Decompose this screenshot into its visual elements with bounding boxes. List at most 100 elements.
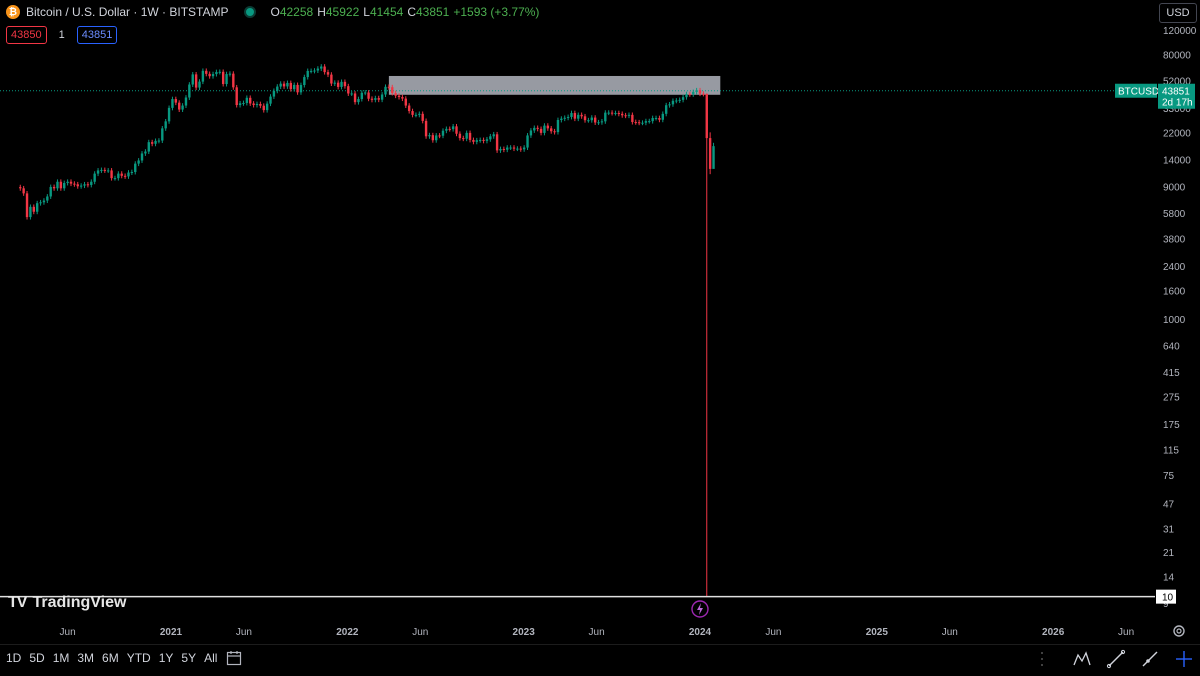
candle-body xyxy=(164,121,167,129)
gear-icon[interactable] xyxy=(1172,624,1186,638)
calendar-icon[interactable] xyxy=(226,650,242,666)
candle-body xyxy=(286,82,289,87)
candle-body xyxy=(380,94,384,100)
range-1d-button[interactable]: 1D xyxy=(6,651,22,665)
candle-body xyxy=(238,103,242,106)
x-tick-label: Jun xyxy=(1118,627,1134,638)
candle-body xyxy=(543,125,546,133)
candle-body xyxy=(117,173,120,179)
y-tick-label: 22000 xyxy=(1163,128,1191,139)
candle-body xyxy=(424,120,428,137)
candle-body xyxy=(445,128,448,131)
candle-body xyxy=(79,185,83,187)
y-tick-label: 120000 xyxy=(1163,26,1197,37)
candle-body xyxy=(580,114,583,117)
y-tick-label: 33000 xyxy=(1163,104,1191,115)
candle-body xyxy=(522,147,526,150)
symbol-legend: ₿ Bitcoin / U.S. Dollar · 1W · BITSTAMP … xyxy=(6,5,539,19)
drag-handle-icon[interactable] xyxy=(1038,649,1058,669)
market-open-icon xyxy=(244,6,257,18)
range-5d-button[interactable]: 5D xyxy=(29,651,45,665)
candle-body xyxy=(211,74,215,77)
candle-body xyxy=(560,118,563,120)
buy-price-button[interactable]: 43851 xyxy=(76,26,118,44)
close-label: C xyxy=(407,5,416,19)
candle-body xyxy=(671,100,675,105)
candle-body xyxy=(113,178,117,180)
candle-body xyxy=(675,100,678,102)
candle-body xyxy=(583,116,587,121)
candle-body xyxy=(364,92,367,94)
lightning-event-icon xyxy=(691,600,709,618)
candle-body xyxy=(299,85,303,93)
candle-body xyxy=(360,92,364,100)
trend-line-icon[interactable] xyxy=(1106,649,1126,669)
candle-body xyxy=(106,170,110,172)
candle-body xyxy=(539,128,543,133)
x-tick-label: 2024 xyxy=(689,627,712,638)
candle-body xyxy=(627,114,631,116)
candle-body xyxy=(692,91,695,95)
candle-body xyxy=(188,84,191,98)
candle-body xyxy=(600,121,604,123)
candle-body xyxy=(171,99,174,108)
range-6m-button[interactable]: 6M xyxy=(102,651,119,665)
candle-body xyxy=(512,147,516,149)
candle-body xyxy=(73,183,76,185)
currency-selector[interactable]: USD xyxy=(1159,3,1197,23)
candle-body xyxy=(137,160,140,164)
range-all-button[interactable]: All xyxy=(204,651,218,665)
y-tick-label: 1600 xyxy=(1163,286,1186,297)
ray-tool-icon[interactable] xyxy=(1140,649,1160,669)
candle-body xyxy=(566,116,570,118)
candle-body xyxy=(377,98,380,100)
tradingview-mark-icon: TV xyxy=(8,594,27,611)
candle-body xyxy=(411,111,414,115)
candle-body xyxy=(181,105,184,110)
x-tick-label: 2021 xyxy=(160,627,183,638)
candle-body xyxy=(83,184,86,186)
candle-body xyxy=(475,140,479,142)
candle-body xyxy=(401,97,404,99)
open-value: 42258 xyxy=(279,5,314,19)
candle-body xyxy=(367,92,370,99)
candle-body xyxy=(130,172,134,174)
candle-body xyxy=(19,187,22,189)
range-1m-button[interactable]: 1M xyxy=(52,651,70,665)
crosshair-icon[interactable] xyxy=(1174,649,1194,669)
candle-body xyxy=(174,99,178,103)
symbol-title[interactable]: Bitcoin / U.S. Dollar · 1W · BITSTAMP xyxy=(26,5,229,19)
low-value: 41454 xyxy=(369,5,404,19)
bottom-toolbar: 1D 5D 1M 3M 6M YTD 1Y 5Y All xyxy=(0,644,1200,676)
bid-ask-row: 43850 1 43851 xyxy=(6,26,118,44)
candle-body xyxy=(76,184,79,187)
y-tick-label: 415 xyxy=(1163,368,1180,379)
candle-body xyxy=(32,206,35,212)
candle-body xyxy=(147,142,150,152)
range-ytd-button[interactable]: YTD xyxy=(126,651,151,665)
candle-body xyxy=(110,170,113,179)
sell-price-button[interactable]: 43850 xyxy=(6,26,47,44)
candle-body xyxy=(269,96,272,104)
candle-body xyxy=(201,70,205,82)
wick-low-badge xyxy=(1156,589,1176,604)
range-5y-button[interactable]: 5Y xyxy=(181,651,197,665)
range-3m-button[interactable]: 3M xyxy=(77,651,95,665)
candle-body xyxy=(688,94,692,96)
candle-body xyxy=(448,128,451,130)
high-label: H xyxy=(317,5,326,19)
x-tick-label: 2026 xyxy=(1042,627,1065,638)
range-1y-button[interactable]: 1Y xyxy=(158,651,174,665)
y-tick-label: 9000 xyxy=(1163,182,1186,193)
candle-body xyxy=(249,97,252,104)
candle-body xyxy=(397,95,401,98)
last-price-value: 43851 xyxy=(1162,87,1190,98)
candle-body xyxy=(468,132,472,140)
candle-body xyxy=(550,128,553,132)
candle-body xyxy=(232,73,235,88)
bitcoin-logo-icon: ₿ xyxy=(6,5,20,19)
candle-body xyxy=(414,114,418,116)
candle-body xyxy=(685,94,688,98)
pattern-tool-icon[interactable] xyxy=(1072,649,1092,669)
